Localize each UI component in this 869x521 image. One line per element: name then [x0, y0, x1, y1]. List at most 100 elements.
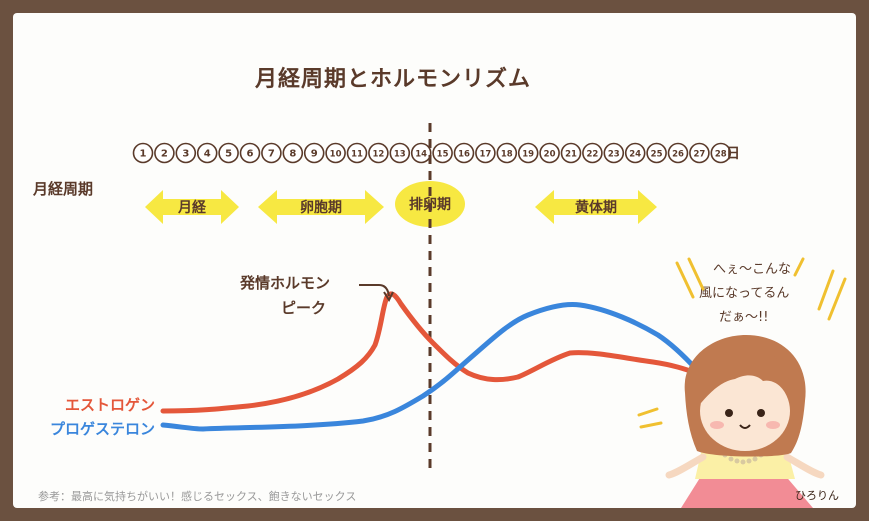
character-arm-right [783, 453, 825, 479]
day-circle: 24 [624, 142, 646, 164]
phase-label-follicular: 卵胞期 [300, 199, 342, 216]
day-number: 11 [351, 150, 363, 160]
day-circle: 8 [282, 142, 304, 164]
girl-character-illustration [665, 335, 825, 508]
day-circle-outline [346, 142, 368, 164]
day-circle-outline [175, 142, 197, 164]
day-number: 3 [182, 149, 189, 160]
day-circle-outline [603, 142, 625, 164]
day-circle: 9 [303, 142, 325, 164]
day-circle: 23 [603, 142, 625, 164]
day-number: 28 [715, 150, 727, 160]
day-circle: 28 [710, 142, 732, 164]
day-number: 24 [629, 150, 641, 160]
day-circle: 16 [453, 142, 475, 164]
day-circle: 5 [218, 142, 239, 164]
day-circle: 2 [154, 142, 175, 164]
day-number: 13 [394, 150, 406, 160]
character-mouth [739, 424, 751, 429]
day-number: 9 [311, 149, 318, 160]
peak-annotation-line1: 発情ホルモン [239, 274, 330, 292]
day-number: 25 [651, 150, 663, 160]
day-circle: 1 [132, 142, 154, 164]
day-circle: 7 [261, 142, 282, 164]
day-circle-outline [710, 142, 732, 164]
character-face [700, 371, 790, 451]
legend-estrogen: エストロゲン [65, 396, 155, 414]
day-circle-outline [282, 142, 304, 164]
day-number: 16 [458, 150, 470, 160]
phase-arrow-luteal: 黄体期 [535, 190, 657, 224]
day-circle-outline [582, 142, 603, 164]
speech-line2: 風になってるん [699, 286, 789, 301]
day-number: 6 [247, 149, 254, 160]
day-circle: 19 [517, 142, 539, 164]
day-circle: 20 [539, 142, 560, 164]
day-number: 10 [330, 150, 342, 160]
character-eye-left [725, 409, 733, 417]
day-circle: 27 [689, 142, 710, 164]
day-circle-outline [368, 142, 389, 164]
day-number: 12 [372, 150, 384, 160]
day-number: 18 [501, 150, 513, 160]
day-number: 19 [522, 150, 534, 160]
day-circle-outline [218, 142, 239, 164]
day-circle-outline [389, 142, 411, 164]
day-circle: 14 [410, 142, 432, 164]
day-circle-outline [496, 142, 518, 164]
day-circle-outline [154, 142, 175, 164]
reference-footnote: 参考：最高に気持ちがいい！感じるセックス、飽きないセックス [38, 489, 356, 503]
diagram-title: 月経周期とホルモンリズム [254, 66, 531, 92]
peak-annotation-line2: ピーク [281, 299, 326, 317]
day-circle-outline [560, 142, 582, 164]
arrow-shape [535, 190, 657, 224]
day-number: 7 [268, 149, 275, 160]
day-number: 5 [225, 149, 232, 160]
day-circle-outline [261, 142, 282, 164]
phase-arrow-menstrual: 月経 [145, 190, 239, 224]
character-eye-right [757, 409, 765, 417]
day-circle: 3 [175, 142, 197, 164]
phase-arrow-follicular: 卵胞期 [258, 190, 384, 224]
day-circle: 4 [196, 142, 218, 164]
day-circle: 18 [496, 142, 518, 164]
hormone-cycle-diagram: 月経周期とホルモンリズム 1 2 3 4 5 6 7 8 9 10 11 12 13 14 15 16 17 18… [32, 66, 847, 508]
day-circle-outline [646, 142, 667, 164]
character-arm-left [665, 453, 707, 479]
peak-annotation: 発情ホルモン ピーク [239, 274, 394, 317]
day-circle: 12 [368, 142, 389, 164]
day-circle-outline [410, 142, 432, 164]
day-circle-outline [303, 142, 325, 164]
day-circle: 22 [582, 142, 603, 164]
day-circle-outline [196, 142, 218, 164]
day-circle: 13 [389, 142, 411, 164]
day-number: 27 [693, 150, 705, 160]
day-circle-outline [539, 142, 560, 164]
day-circle: 17 [475, 142, 496, 164]
arrow-shape [258, 190, 384, 224]
day-circle: 21 [560, 142, 582, 164]
day-circle-outline [453, 142, 475, 164]
day-number: 26 [672, 150, 684, 160]
day-circle-outline [432, 142, 453, 164]
day-circle-outline [239, 142, 261, 164]
day-number: 22 [586, 150, 598, 160]
day-circle: 25 [646, 142, 667, 164]
cycle-day-row: 1 2 3 4 5 6 7 8 9 10 11 12 13 14 15 16 17 18 19 20 21 22 23 24 2… [132, 142, 732, 164]
day-number: 21 [565, 150, 577, 160]
day-number: 8 [289, 149, 296, 160]
day-number: 1 [140, 149, 147, 160]
day-number: 14 [415, 150, 427, 160]
phase-label-luteal: 黄体期 [575, 199, 617, 216]
day-number: 17 [479, 150, 491, 160]
arrow-shape [145, 190, 239, 224]
day-number: 2 [161, 149, 168, 160]
day-circle: 15 [432, 142, 453, 164]
estrogen-curve [160, 291, 699, 414]
day-circle-outline [325, 142, 346, 164]
character-skirt [681, 473, 813, 508]
emphasis-strokes-icon [637, 257, 847, 429]
character-bangs [701, 348, 792, 403]
day-circle-outline [667, 142, 689, 164]
day-circle-outline [475, 142, 496, 164]
